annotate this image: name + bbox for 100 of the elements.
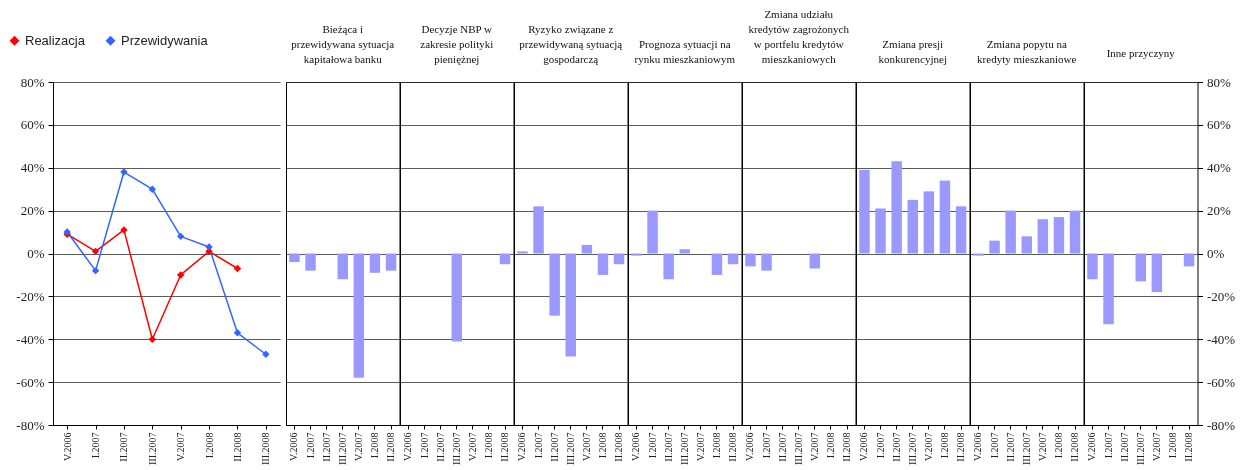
point bbox=[91, 247, 100, 256]
y-tick-label: 80% bbox=[20, 74, 45, 90]
y-tick-label: -20% bbox=[1207, 288, 1236, 304]
x-tick-label: III.2008 bbox=[260, 432, 272, 465]
bar bbox=[989, 240, 1000, 254]
chart-title: Inne przyczyny bbox=[1106, 47, 1176, 59]
x-tick-label: III.2007 bbox=[450, 432, 462, 465]
bar bbox=[549, 253, 560, 316]
x-tick-label: II.2008 bbox=[231, 432, 243, 462]
y-tick-label: 60% bbox=[1207, 117, 1231, 133]
x-tick-label: III.2007 bbox=[564, 432, 576, 465]
x-tick-label: V.2006 bbox=[744, 432, 756, 461]
bar bbox=[875, 208, 886, 254]
bar bbox=[1053, 217, 1065, 254]
y-tick-label: 20% bbox=[20, 203, 45, 219]
x-tick-label: II.2007 bbox=[890, 432, 902, 462]
x-tick-label: II.2007 bbox=[118, 432, 130, 462]
x-tick-label: II.2007 bbox=[434, 432, 446, 462]
x-tick-label: I.2007 bbox=[760, 432, 772, 459]
bar bbox=[955, 206, 967, 254]
x-tick-label: V.2006 bbox=[1086, 432, 1098, 461]
x-tick-label: V.2007 bbox=[694, 432, 706, 461]
x-tick-label: I.2007 bbox=[304, 432, 316, 459]
chart-title: Zmiana udziału kredytów zagrożonych w portfelu kredytów mieszkaniowych bbox=[748, 8, 850, 65]
y-tick-label: 40% bbox=[1207, 160, 1231, 176]
x-tick-label: III.2007 bbox=[146, 432, 158, 465]
y-tick-label: 60% bbox=[20, 117, 45, 133]
legend-label: Realizacja bbox=[25, 32, 86, 48]
x-tick-label: I.2007 bbox=[988, 432, 1000, 459]
y-tick-label: -40% bbox=[16, 331, 45, 347]
x-tick-label: V.2007 bbox=[352, 432, 364, 461]
x-tick-label: V.2006 bbox=[972, 432, 984, 461]
x-tick-label: V.2007 bbox=[580, 432, 592, 461]
y-tick-label: 0% bbox=[1207, 246, 1225, 261]
y-tick-label: -40% bbox=[1207, 331, 1236, 347]
y-tick-label: -20% bbox=[16, 288, 45, 304]
point bbox=[176, 271, 185, 279]
bar bbox=[1005, 210, 1016, 254]
x-tick-label: II.2008 bbox=[1069, 432, 1081, 462]
y-tick-label: 80% bbox=[1207, 74, 1231, 90]
bar bbox=[1021, 236, 1032, 254]
point bbox=[148, 335, 157, 343]
x-tick-label: III.2007 bbox=[1134, 432, 1146, 465]
x-tick-label: V.2007 bbox=[1036, 432, 1048, 461]
x-tick-label: II.2008 bbox=[1183, 432, 1195, 462]
x-tick-label: V.2007 bbox=[808, 432, 820, 461]
x-tick-label: I.2007 bbox=[1102, 432, 1114, 459]
x-tick-label: II.2007 bbox=[1118, 432, 1130, 462]
chart-title: Ryzyko związane z przewidywaną sytuacją gospodarczą bbox=[519, 23, 623, 65]
x-tick-label: I.2008 bbox=[1052, 432, 1064, 459]
bar bbox=[581, 244, 593, 254]
point bbox=[233, 264, 242, 273]
x-tick-label: II.2008 bbox=[499, 432, 511, 462]
x-tick-label: II.2008 bbox=[955, 432, 967, 462]
bar bbox=[1069, 210, 1081, 254]
x-tick-label: V.2006 bbox=[288, 432, 300, 461]
y-tick-label: 0% bbox=[27, 246, 45, 261]
x-tick-label: I.2007 bbox=[418, 432, 430, 459]
point bbox=[233, 329, 242, 337]
x-tick-label: V.2006 bbox=[858, 432, 870, 461]
x-tick-label: I.2008 bbox=[1166, 432, 1178, 459]
x-tick-label: II.2007 bbox=[662, 432, 674, 462]
y-tick-label: -80% bbox=[16, 417, 45, 433]
x-tick-label: I.2008 bbox=[368, 432, 380, 459]
x-tick-label: I.2007 bbox=[90, 432, 102, 459]
chart-title: Bieżąca i przewidywana sytuacja kapitałowa banku bbox=[291, 23, 395, 65]
legend-label: Przewidywania bbox=[121, 32, 209, 48]
bar bbox=[923, 191, 935, 254]
x-tick-label: III.2007 bbox=[336, 432, 348, 465]
x-tick-label: III.2007 bbox=[1020, 432, 1032, 465]
y-tick-label: -60% bbox=[1207, 374, 1236, 390]
x-tick-label: V.2007 bbox=[466, 432, 478, 461]
y-tick-label: -80% bbox=[1207, 417, 1236, 433]
bar bbox=[939, 180, 951, 254]
x-tick-label: II.2007 bbox=[776, 432, 788, 462]
x-tick-label: I.2008 bbox=[482, 432, 494, 459]
x-tick-label: V.2007 bbox=[1150, 432, 1162, 461]
x-tick-label: I.2008 bbox=[203, 432, 215, 459]
x-tick-label: I.2007 bbox=[532, 432, 544, 459]
bar bbox=[891, 161, 902, 254]
y-tick-label: 20% bbox=[1207, 203, 1231, 219]
x-tick-label: V.2007 bbox=[922, 432, 934, 461]
x-tick-label: V.2006 bbox=[516, 432, 528, 461]
chart-title: Zmiana popytu na kredyty mieszkaniowe bbox=[977, 38, 1077, 65]
x-tick-label: II.2008 bbox=[841, 432, 853, 462]
bar bbox=[597, 253, 609, 275]
x-tick-label: I.2008 bbox=[938, 432, 950, 459]
bar bbox=[517, 251, 528, 254]
chart-title: Prognoza sytuacji na rynku mieszkaniowym bbox=[634, 38, 736, 65]
x-tick-label: II.2008 bbox=[727, 432, 739, 462]
bar bbox=[533, 206, 544, 254]
chart-title: Zmiana presji konkurencyjnej bbox=[878, 38, 947, 65]
chart-title: Decyzje NBP w zakresie polityki pieniężnej bbox=[420, 23, 494, 65]
x-tick-label: I.2007 bbox=[874, 432, 886, 459]
x-tick-label: I.2007 bbox=[646, 432, 658, 459]
bar bbox=[973, 253, 984, 256]
x-tick-label: II.2007 bbox=[320, 432, 332, 462]
x-tick-label: II.2008 bbox=[385, 432, 397, 462]
bar bbox=[907, 199, 918, 254]
bar bbox=[1037, 219, 1049, 254]
